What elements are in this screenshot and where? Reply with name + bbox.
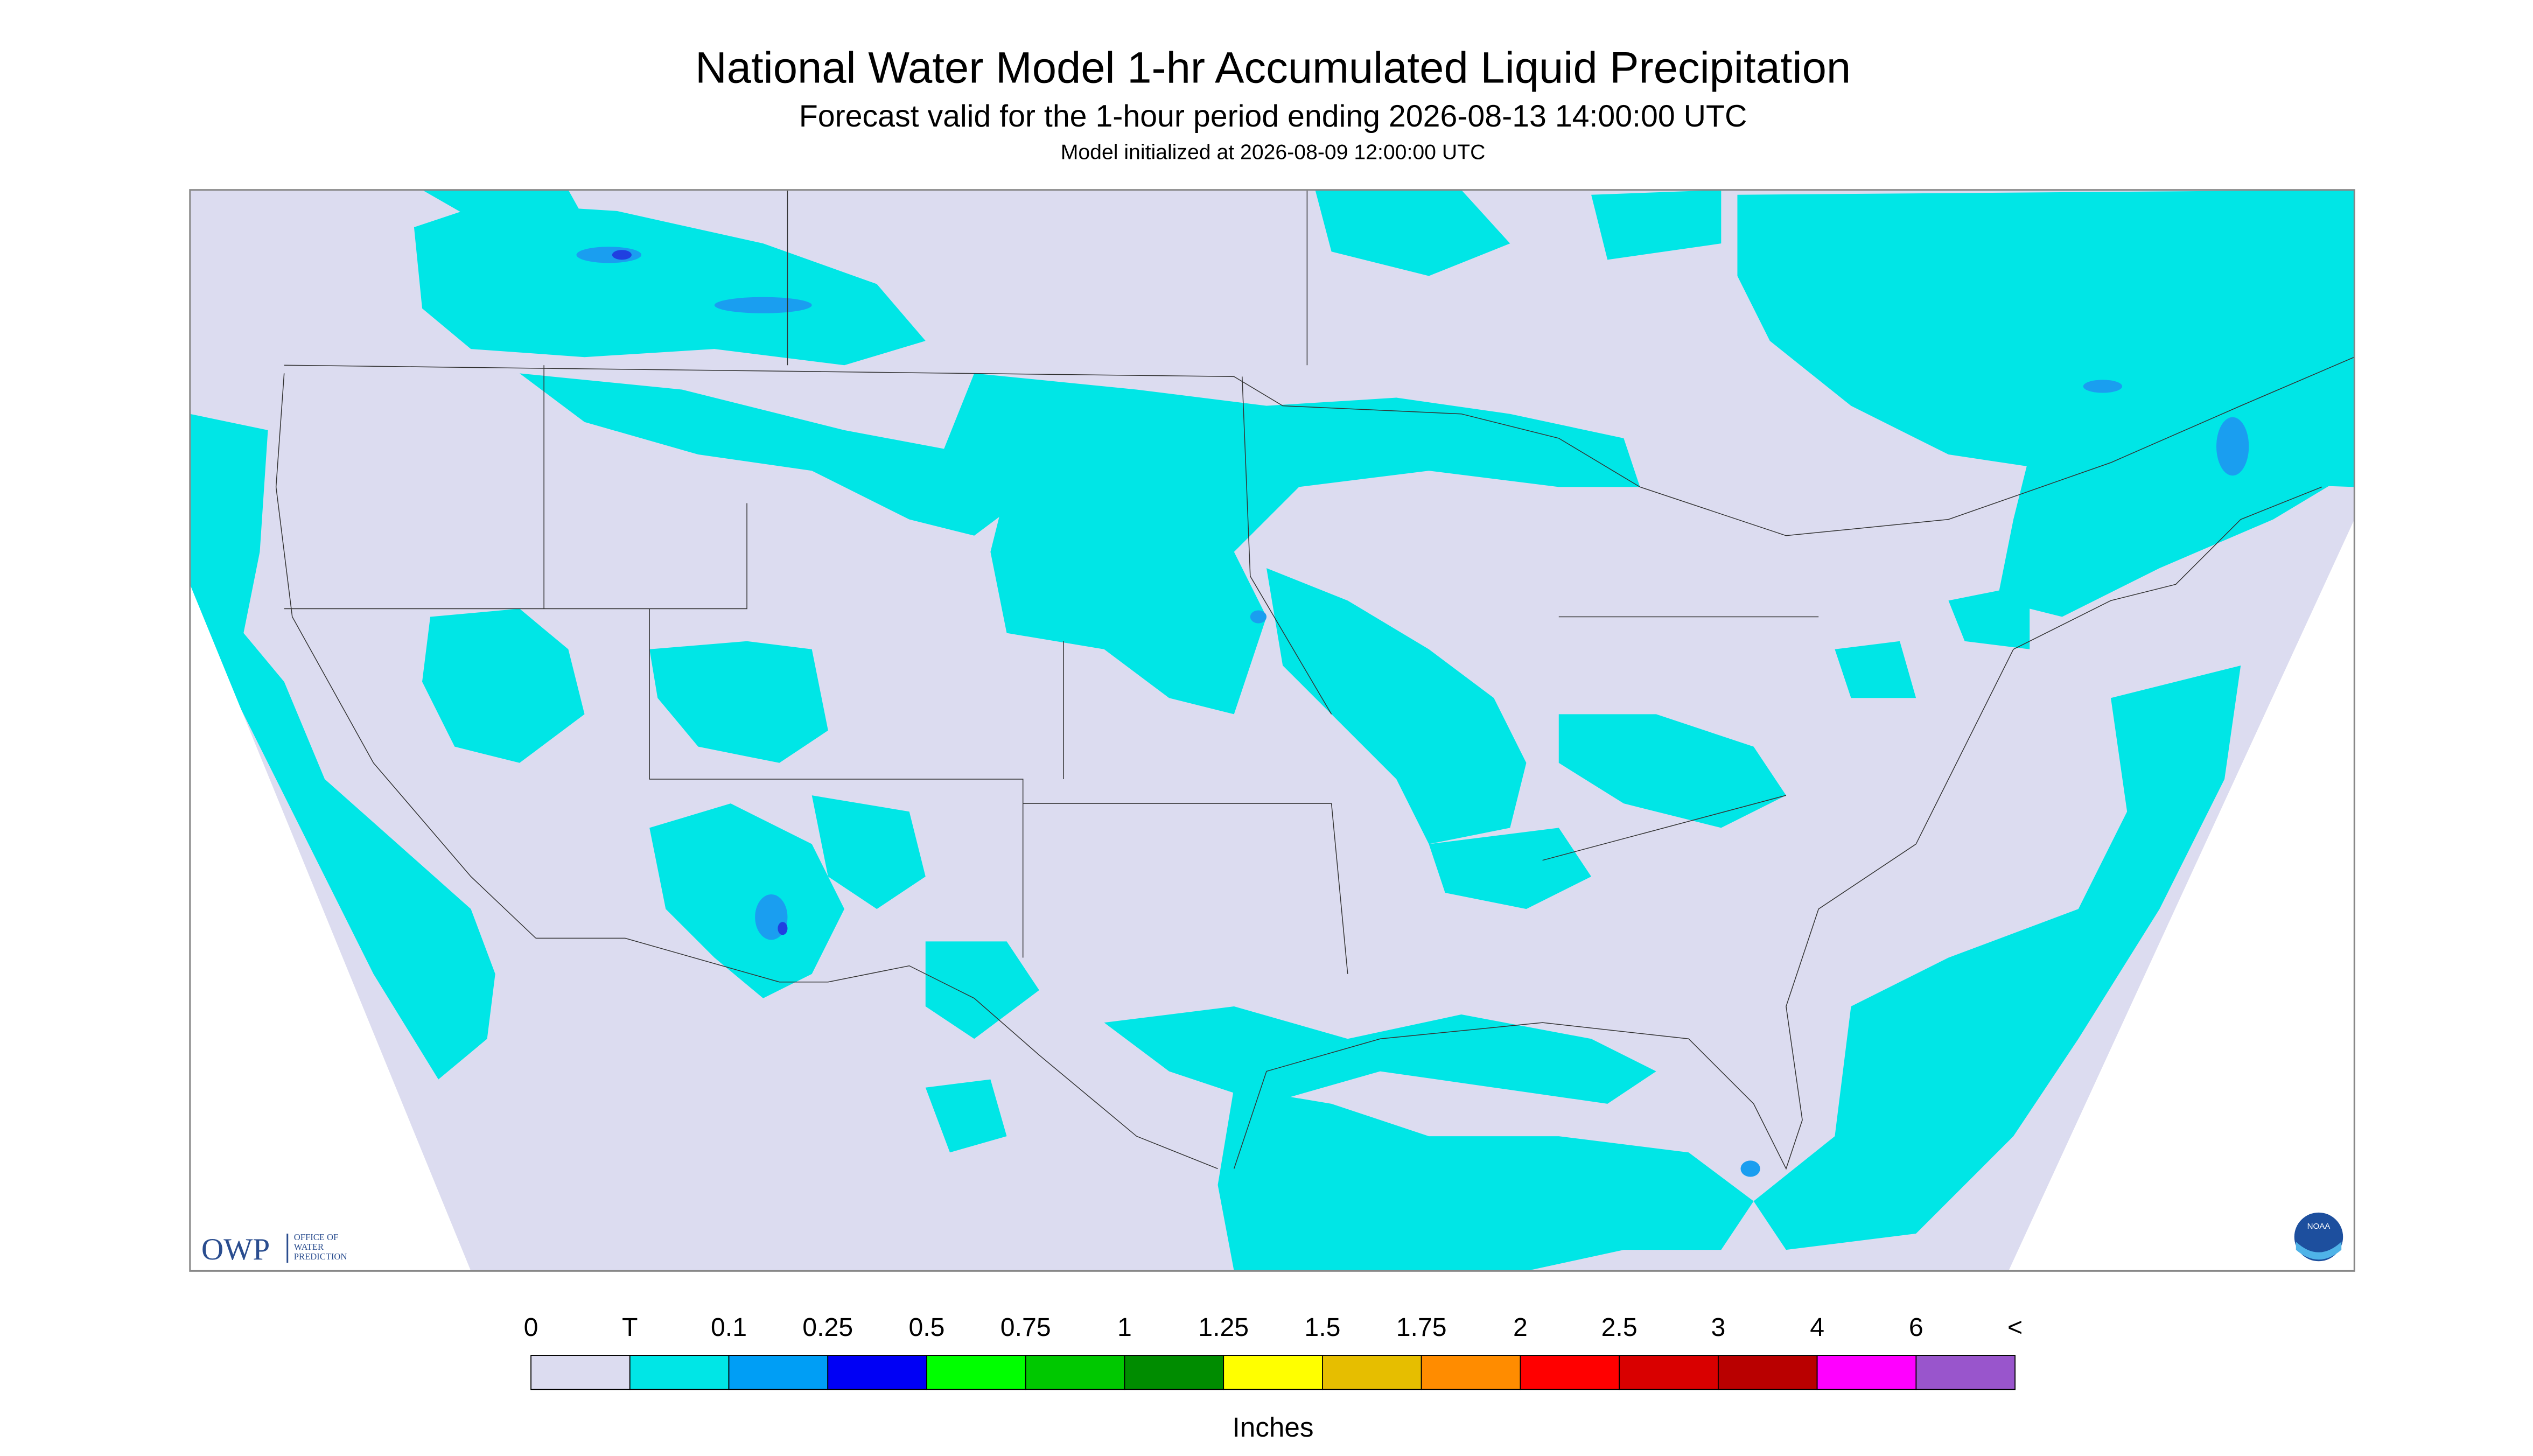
- precip-areas: [190, 190, 2355, 1271]
- colorbar-label: 0.5: [908, 1313, 944, 1342]
- colorbar-label: 2: [1513, 1313, 1528, 1342]
- title: National Water Model 1-hr Accumulated Li…: [695, 44, 1851, 93]
- precip-area: [1835, 641, 1916, 698]
- precip-area: [1315, 190, 1510, 276]
- precip-area: [1948, 584, 2030, 649]
- precip-area: [422, 190, 585, 228]
- colorbar-swatch: [1322, 1355, 1422, 1390]
- precip-area: [811, 795, 926, 909]
- colorbar-label: 0.1: [711, 1313, 747, 1342]
- precip-area: [649, 803, 844, 998]
- precip-area: [925, 941, 1039, 1039]
- precip-area: [1266, 568, 1527, 844]
- subtitle: Forecast valid for the 1-hour period end…: [799, 99, 1747, 134]
- owp-text: WATER: [294, 1242, 324, 1252]
- precip-spot: [612, 250, 632, 260]
- colorbar-label: 1: [1117, 1313, 1132, 1342]
- precip-area: [190, 414, 495, 1080]
- colorbar-swatch: [1124, 1355, 1224, 1390]
- borders: [275, 190, 2355, 1170]
- precip-spot: [2083, 380, 2123, 393]
- outside-domain: [2009, 519, 2355, 1271]
- colorbar-swatch: [629, 1355, 730, 1390]
- precip-area: [1217, 1087, 1754, 1271]
- colorbar-label: T: [622, 1313, 638, 1342]
- colorbar-label: 2.5: [1601, 1313, 1638, 1342]
- colorbar-swatch: [530, 1355, 631, 1390]
- noaa-text: NOAA: [2307, 1222, 2331, 1231]
- colorbar-label: 1.5: [1304, 1313, 1340, 1342]
- precip-area: [1104, 1006, 1656, 1104]
- colorbar-swatch: [1025, 1355, 1125, 1390]
- colorbar-label: 0.25: [802, 1313, 853, 1342]
- colorbar-swatch: [827, 1355, 927, 1390]
- precip-area: [1997, 349, 2355, 617]
- init-note: Model initialized at 2026-08-09 12:00:00…: [1061, 141, 1486, 164]
- colorbar-label: 4: [1810, 1313, 1824, 1342]
- colorbar-unit: Inches: [1233, 1412, 1314, 1443]
- precip-area: [1591, 190, 1722, 260]
- owp-logo: OWP: [201, 1233, 270, 1266]
- colorbar-swatch: [1717, 1355, 1818, 1390]
- precip-spot: [714, 297, 812, 313]
- precip-area: [925, 1079, 1007, 1153]
- colorbar-label: 0: [524, 1313, 538, 1342]
- colorbar-label: 1.25: [1198, 1313, 1249, 1342]
- noaa-logo-wave: [2296, 1242, 2342, 1260]
- colorbar-swatch: [1816, 1355, 1917, 1390]
- colorbar-swatch: [1223, 1355, 1323, 1390]
- precip-area: [422, 608, 585, 763]
- colorbar-label: 0.75: [1000, 1313, 1051, 1342]
- border: [284, 190, 1819, 974]
- colorbar-swatch: [1421, 1355, 1521, 1390]
- colorbar-label: <: [2007, 1313, 2023, 1342]
- colorbar-label: 6: [1909, 1313, 1923, 1342]
- precip-spot: [1740, 1160, 1760, 1177]
- precip-spot: [778, 922, 788, 935]
- precip-area: [1753, 665, 2241, 1250]
- precip-spot: [1250, 610, 1266, 624]
- colorbar-swatch: [1520, 1355, 1620, 1390]
- heavy-spots: [576, 247, 2249, 1177]
- colorbar-label: 3: [1711, 1313, 1725, 1342]
- precip-spot: [2216, 417, 2249, 476]
- border: [536, 937, 1218, 1170]
- border: [284, 356, 2355, 536]
- precip-area: [1429, 828, 1592, 909]
- colorbar-swatch: [926, 1355, 1026, 1390]
- precip-area: [941, 373, 1640, 715]
- colorbar-swatch: [1915, 1355, 2016, 1390]
- map: OWP OFFICE OF WATER PREDICTION NOAA: [189, 189, 2355, 1272]
- colorbar: 0 T 0.1 0.25 0.5 0.75 1 1.25 1.5 1.75 2 2.5 3 4 6 <: [524, 1313, 2023, 1390]
- colorbar-swatch: [728, 1355, 829, 1390]
- owp-text: PREDICTION: [294, 1251, 347, 1262]
- colorbar-swatch: [1619, 1355, 1719, 1390]
- outside-domain: [190, 584, 471, 1271]
- owp-text: OFFICE OF: [294, 1232, 338, 1242]
- precip-area: [414, 202, 926, 366]
- noaa-logo: [2294, 1212, 2343, 1262]
- precip-area: [1558, 714, 1786, 828]
- colorbar-label: 1.75: [1396, 1313, 1447, 1342]
- precip-area: [649, 641, 828, 763]
- map-frame: [189, 189, 2355, 1272]
- precip-area: [519, 373, 1039, 536]
- coast: [275, 373, 2322, 1170]
